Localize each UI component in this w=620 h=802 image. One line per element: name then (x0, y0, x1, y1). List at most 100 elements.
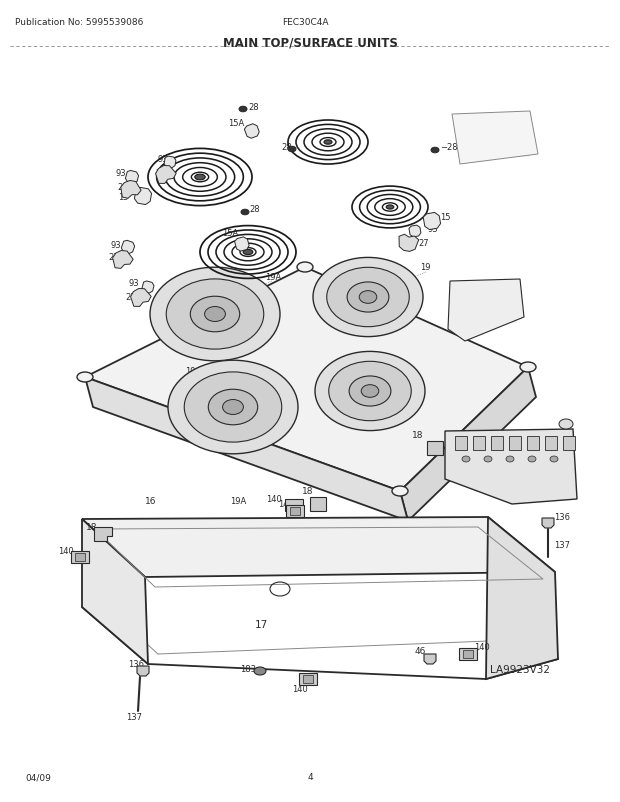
Text: 140: 140 (266, 495, 281, 504)
Text: 93: 93 (428, 225, 438, 234)
Bar (303, 675, 313, 683)
Polygon shape (452, 111, 538, 164)
Ellipse shape (168, 361, 298, 454)
Polygon shape (244, 124, 259, 139)
Ellipse shape (208, 390, 258, 425)
Text: 15A: 15A (222, 229, 238, 237)
Ellipse shape (361, 385, 379, 398)
Ellipse shape (223, 400, 244, 415)
Polygon shape (135, 188, 151, 205)
Polygon shape (164, 157, 176, 168)
Text: 19: 19 (185, 367, 195, 376)
Text: 16: 16 (145, 497, 156, 506)
Text: 18: 18 (86, 522, 97, 531)
Polygon shape (424, 654, 436, 664)
Polygon shape (125, 171, 139, 184)
Ellipse shape (288, 147, 296, 152)
Text: 28: 28 (249, 205, 260, 214)
Polygon shape (85, 378, 408, 521)
Ellipse shape (150, 268, 280, 362)
Polygon shape (445, 429, 577, 504)
Bar (473, 436, 485, 451)
Polygon shape (423, 213, 441, 230)
Ellipse shape (254, 667, 266, 675)
Polygon shape (399, 235, 419, 252)
Polygon shape (82, 520, 148, 664)
Text: 15: 15 (440, 213, 451, 222)
Ellipse shape (528, 456, 536, 463)
Ellipse shape (195, 175, 205, 180)
Text: 19A: 19A (265, 273, 281, 282)
Text: 27: 27 (418, 239, 428, 248)
Text: LA9923V32: LA9923V32 (490, 664, 550, 674)
Polygon shape (486, 517, 558, 679)
Ellipse shape (392, 486, 408, 496)
Polygon shape (121, 181, 141, 199)
Text: 17: 17 (255, 619, 268, 630)
Text: 18: 18 (302, 487, 314, 496)
Text: 27: 27 (117, 184, 128, 192)
Text: 140: 140 (292, 685, 308, 694)
Ellipse shape (313, 258, 423, 337)
Text: 15A: 15A (228, 119, 244, 128)
Text: 19A: 19A (230, 497, 246, 506)
Ellipse shape (241, 210, 249, 216)
Polygon shape (400, 367, 536, 521)
Ellipse shape (431, 148, 439, 154)
Bar (491, 436, 503, 451)
Bar (285, 500, 303, 512)
Polygon shape (137, 666, 149, 676)
Ellipse shape (77, 373, 93, 383)
Text: 183: 183 (240, 665, 256, 674)
Ellipse shape (184, 372, 281, 443)
Text: 137: 137 (554, 540, 570, 549)
Text: 93: 93 (128, 279, 139, 288)
Text: 140: 140 (58, 547, 74, 556)
Bar (427, 441, 443, 456)
Text: 27: 27 (108, 253, 118, 262)
Text: 136: 136 (128, 660, 144, 669)
Ellipse shape (550, 456, 558, 463)
Ellipse shape (559, 419, 573, 429)
Text: 93: 93 (115, 169, 126, 178)
Ellipse shape (315, 352, 425, 431)
Ellipse shape (484, 456, 492, 463)
Polygon shape (409, 226, 421, 237)
Text: 27: 27 (155, 168, 166, 177)
Bar (286, 505, 304, 517)
Bar (463, 650, 473, 658)
Text: 93: 93 (157, 154, 167, 164)
Ellipse shape (324, 140, 332, 145)
Polygon shape (85, 268, 528, 492)
Bar (459, 648, 477, 660)
Bar (455, 436, 467, 451)
Bar (299, 673, 317, 685)
Text: 27: 27 (125, 294, 136, 302)
Ellipse shape (243, 250, 253, 255)
Text: 140: 140 (278, 500, 294, 508)
Bar (290, 508, 300, 516)
Ellipse shape (190, 297, 240, 332)
Text: MAIN TOP/SURFACE UNITS: MAIN TOP/SURFACE UNITS (223, 36, 397, 49)
Text: 04/09: 04/09 (25, 772, 51, 781)
Text: 19: 19 (420, 263, 430, 272)
Bar (310, 497, 326, 512)
Text: 136: 136 (554, 512, 570, 522)
Bar (509, 436, 521, 451)
Text: 93: 93 (110, 241, 121, 249)
Ellipse shape (239, 107, 247, 112)
Polygon shape (448, 280, 524, 342)
Bar (545, 436, 557, 451)
Ellipse shape (205, 307, 226, 322)
Polygon shape (542, 518, 554, 529)
Bar (527, 436, 539, 451)
Text: 28: 28 (248, 103, 259, 111)
Text: 15: 15 (118, 192, 128, 201)
Text: 18: 18 (412, 431, 423, 440)
Ellipse shape (329, 362, 411, 421)
Ellipse shape (347, 282, 389, 313)
Ellipse shape (359, 291, 377, 304)
Text: −28: −28 (440, 144, 458, 152)
Text: 28: 28 (281, 144, 291, 152)
Text: 4: 4 (307, 772, 313, 781)
